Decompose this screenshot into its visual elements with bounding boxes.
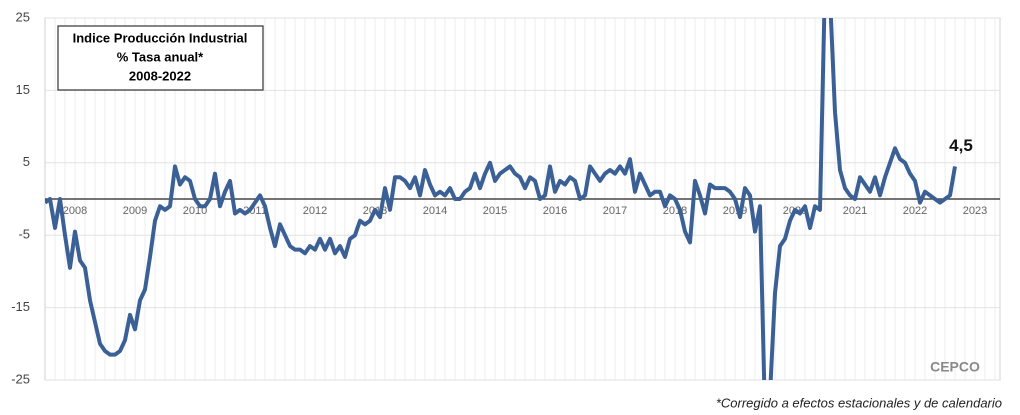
chart-period: 2008-2022 <box>129 68 191 83</box>
x-tick-label: 2012 <box>303 205 327 217</box>
logo: CEPCO <box>930 359 980 375</box>
x-tick-label: 2021 <box>843 205 867 217</box>
x-tick-label: 2015 <box>483 205 507 217</box>
x-tick-label: 2022 <box>903 205 927 217</box>
x-tick-label: 2023 <box>963 205 987 217</box>
y-tick-label: 25 <box>16 9 30 24</box>
y-tick-label: 15 <box>16 82 30 97</box>
series <box>45 18 957 380</box>
chart-title: Indice Producción Industrial <box>73 30 248 45</box>
x-tick-label: 2008 <box>63 205 87 217</box>
x-tick-label: 2009 <box>123 205 147 217</box>
y-tick-label: -5 <box>18 227 30 242</box>
chart-subtitle: % Tasa anual* <box>117 49 204 64</box>
x-tick-label: 2017 <box>603 205 627 217</box>
value-label: 4,5 <box>949 136 973 155</box>
footnote: *Corregido a efectos estacionales y de c… <box>716 395 1002 410</box>
x-tick-label: 2016 <box>543 205 567 217</box>
series-line <box>45 18 957 380</box>
y-tick-label: 5 <box>23 154 30 169</box>
title-box <box>57 25 264 91</box>
y-tick-label: -15 <box>11 299 30 314</box>
y-tick-label: -25 <box>11 371 30 386</box>
x-tick-label: 2014 <box>423 205 447 217</box>
